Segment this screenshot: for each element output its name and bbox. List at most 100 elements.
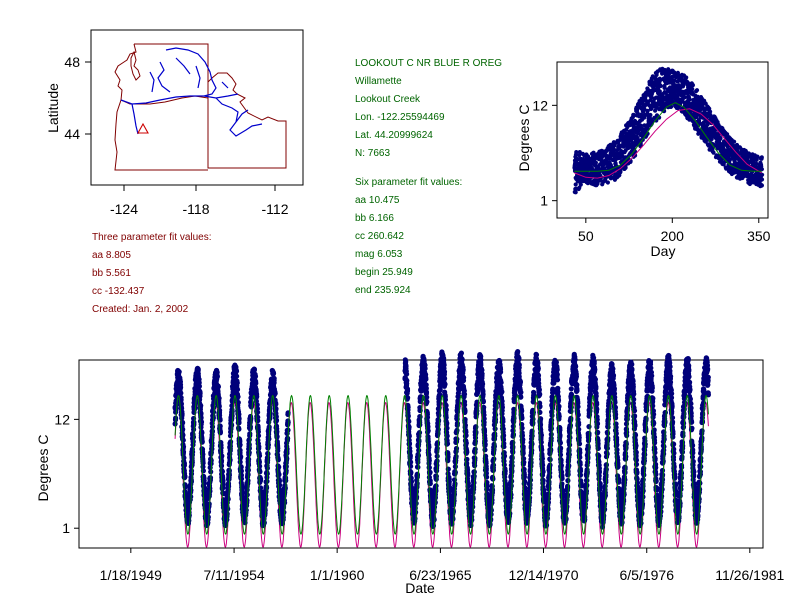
day-observation-point xyxy=(635,111,640,116)
series-observation-point xyxy=(234,380,240,386)
series-observation-point xyxy=(182,474,188,480)
series-observation-point xyxy=(479,371,485,377)
series-observation-point xyxy=(527,472,533,478)
series-observation-point xyxy=(454,427,460,433)
series-observation-point xyxy=(236,426,242,432)
series-observation-point xyxy=(453,445,460,452)
day-x-tick-label: 50 xyxy=(578,228,594,244)
day-observation-point xyxy=(711,150,716,155)
series-observation-point xyxy=(272,390,278,396)
series-observation-point xyxy=(280,514,286,521)
series-observation-point xyxy=(209,428,215,434)
series-observation-point xyxy=(408,463,414,469)
day-observation-point xyxy=(573,182,578,187)
series-observation-point xyxy=(492,416,499,423)
day-observation-point xyxy=(666,67,671,72)
day-observation-point xyxy=(754,161,759,166)
map-frame xyxy=(90,29,304,186)
series-observation-point xyxy=(256,459,262,465)
series-observation-point xyxy=(246,456,252,462)
series-observation-point xyxy=(191,419,197,425)
series-observation-point xyxy=(205,509,212,515)
day-observation-point xyxy=(629,137,634,142)
series-observation-point xyxy=(469,517,475,523)
series-observation-point xyxy=(472,463,478,469)
series-observation-point xyxy=(434,440,441,446)
series-observation-point xyxy=(516,362,522,368)
series-observation-point xyxy=(415,464,421,470)
series-observation-point xyxy=(478,357,484,363)
tributaries xyxy=(149,57,229,93)
series-observation-point xyxy=(403,363,409,369)
series-observation-point xyxy=(422,365,428,372)
day-fit-six-param-line xyxy=(574,102,762,172)
day-observation-point xyxy=(646,88,652,93)
series-observation-point xyxy=(274,434,280,440)
series-observation-point xyxy=(200,451,206,457)
series-observation-point xyxy=(192,404,198,410)
series-observation-point xyxy=(493,412,499,418)
series-observation-point xyxy=(454,436,460,442)
series-observation-point xyxy=(415,452,421,459)
series-observation-point xyxy=(529,441,535,447)
series-observation-point xyxy=(216,395,222,401)
series-observation-point xyxy=(412,516,418,522)
series-observation-point xyxy=(530,416,536,422)
day-observation-point xyxy=(642,115,647,120)
series-observation-point xyxy=(413,500,419,506)
day-observation-point xyxy=(696,118,702,123)
series-observation-point xyxy=(472,435,479,441)
day-observation-point xyxy=(725,144,730,149)
series-observation-point xyxy=(180,437,186,443)
series-observation-point xyxy=(414,494,420,500)
day-observation-point xyxy=(694,88,700,93)
series-observation-point xyxy=(442,381,448,387)
series-observation-point xyxy=(181,455,187,461)
series-observation-point xyxy=(509,455,515,461)
day-observation-point xyxy=(709,136,714,142)
day-observation-point xyxy=(724,166,729,171)
series-observation-point xyxy=(413,509,419,515)
day-observation-point xyxy=(703,139,708,144)
series-observation-point xyxy=(480,391,486,397)
day-observation-point xyxy=(595,181,600,186)
series-observation-point xyxy=(498,369,504,375)
series-observation-point xyxy=(436,412,442,418)
series-observation-point xyxy=(461,375,467,381)
series-observation-point xyxy=(210,409,217,415)
series-observation-point xyxy=(200,460,206,466)
series-observation-point xyxy=(186,512,192,519)
day-observation-point xyxy=(705,121,710,127)
series-observation-point xyxy=(509,468,515,474)
series-observation-point xyxy=(251,366,257,372)
time-series-chart: 112 1/18/1949 7/11/1954 1/1/1960 6/23/1965 1… xyxy=(35,349,785,596)
day-observation-point xyxy=(605,180,611,185)
series-observation-point xyxy=(451,491,457,497)
series-observation-point xyxy=(533,352,540,358)
map-x-tick-label: -112 xyxy=(262,201,289,217)
series-observation-point xyxy=(178,384,184,390)
triangle-icon xyxy=(137,122,149,134)
day-observation-point xyxy=(759,167,765,172)
series-observation-point xyxy=(219,468,225,475)
series-observation-point xyxy=(234,373,240,379)
series-observation-point xyxy=(529,433,535,439)
day-observation-point xyxy=(642,107,647,112)
series-observation-point xyxy=(515,349,521,355)
series-observation-point xyxy=(199,438,205,444)
series-observation-point xyxy=(281,509,287,515)
day-observation-point xyxy=(636,128,641,133)
day-y-axis: 112 xyxy=(532,97,557,209)
day-observation-point xyxy=(653,108,658,113)
series-observation-point xyxy=(510,449,516,455)
map-x-tick-label: -124 xyxy=(110,201,138,217)
series-observation-point xyxy=(441,369,448,375)
day-observation-point xyxy=(759,183,765,188)
series-observation-point xyxy=(271,375,277,382)
series-observation-point xyxy=(215,384,221,390)
series-observation-point xyxy=(518,389,524,395)
day-fit-three-param-line xyxy=(574,108,762,179)
day-observation-point xyxy=(658,84,663,89)
day-observation-point xyxy=(618,169,623,174)
